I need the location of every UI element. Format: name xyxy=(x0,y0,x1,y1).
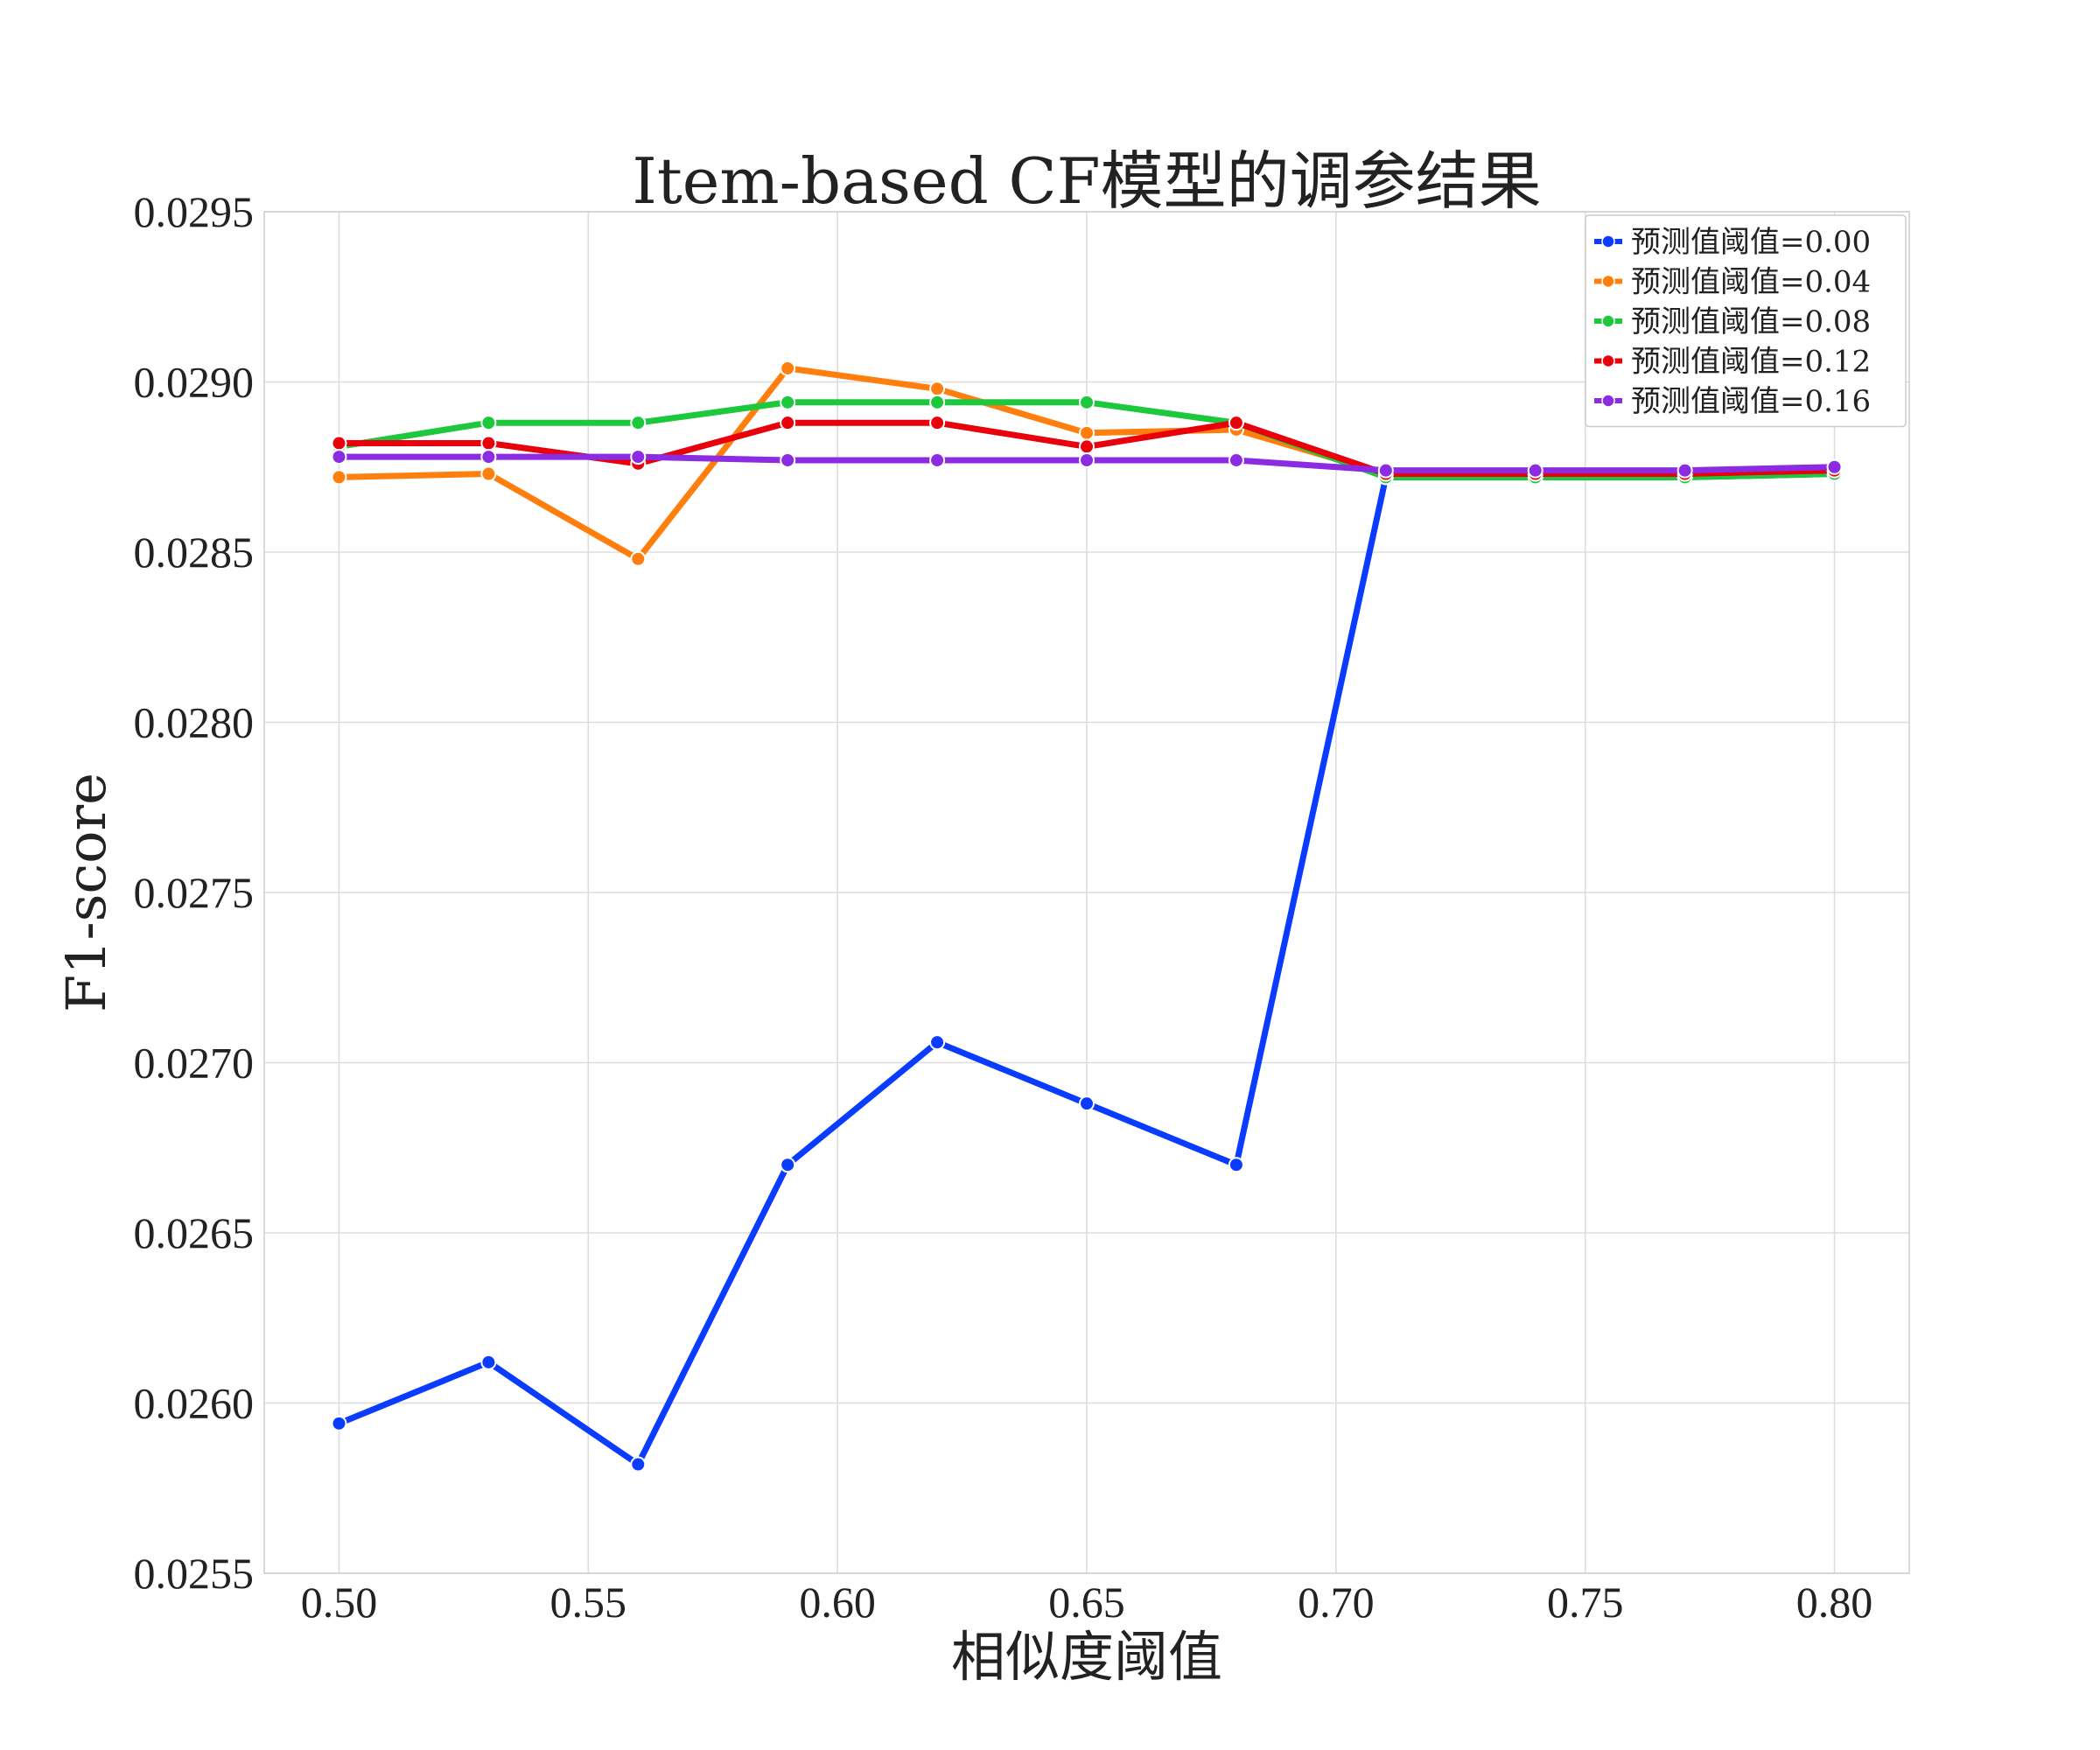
legend-box xyxy=(1585,214,1907,428)
data-point xyxy=(630,550,647,567)
y-tick-label: 0.0285 xyxy=(134,528,255,577)
legend-label: 预测值阈值=0.00 xyxy=(1631,225,1871,260)
data-point xyxy=(480,466,497,482)
data-point xyxy=(780,415,796,431)
y-tick-label: 0.0265 xyxy=(134,1208,255,1257)
data-point xyxy=(1228,452,1244,468)
data-point xyxy=(780,452,796,468)
data-point xyxy=(1079,394,1095,410)
x-tick-label: 0.70 xyxy=(1298,1578,1375,1627)
legend-swatch-marker xyxy=(1601,234,1615,248)
data-point xyxy=(1228,415,1244,431)
data-point xyxy=(929,452,946,468)
data-point xyxy=(780,360,796,376)
data-point xyxy=(630,415,647,431)
chart-title: Item-based CF模型的调参结果 xyxy=(632,144,1541,218)
data-point xyxy=(1079,424,1095,441)
legend-swatch-marker xyxy=(1601,314,1615,328)
legend-swatch-marker xyxy=(1601,394,1615,408)
legend-item: 预测值阈值=0.08 xyxy=(1594,304,1871,340)
series-4 xyxy=(331,449,1843,479)
data-point xyxy=(1228,1157,1244,1173)
data-point xyxy=(480,415,497,431)
legend-label: 预测值阈值=0.08 xyxy=(1631,304,1871,340)
legend-item: 预测值阈值=0.04 xyxy=(1594,265,1871,300)
grid-layer xyxy=(264,211,1909,1574)
y-axis-label: F1-score xyxy=(54,773,118,1012)
y-tick-label: 0.0295 xyxy=(134,187,255,236)
legend-swatch-marker xyxy=(1601,274,1615,289)
y-tick-label: 0.0270 xyxy=(134,1039,255,1088)
y-tick-label: 0.0280 xyxy=(134,698,255,747)
data-point xyxy=(1079,1096,1095,1112)
data-point xyxy=(780,1157,796,1173)
x-tick-label: 0.55 xyxy=(550,1578,627,1627)
data-point xyxy=(1377,462,1394,479)
tick-layer: 0.50 0.55 0.60 0.65 0.70 0.75 0.80 0.0255 0.0260… xyxy=(134,187,1873,1627)
series-layer xyxy=(331,360,1843,1473)
y-tick-label: 0.0290 xyxy=(134,358,255,407)
data-point xyxy=(630,449,647,466)
data-point xyxy=(480,435,497,452)
data-point xyxy=(480,1354,497,1370)
data-point xyxy=(1079,452,1095,468)
data-point xyxy=(630,1456,647,1473)
legend-label: 预测值阈值=0.12 xyxy=(1631,345,1871,380)
plot-frame xyxy=(263,211,1910,1574)
x-tick-label: 0.75 xyxy=(1547,1578,1624,1627)
data-point xyxy=(780,394,796,410)
y-tick-label: 0.0275 xyxy=(134,868,255,917)
data-point xyxy=(480,449,497,466)
x-tick-label: 0.50 xyxy=(301,1578,378,1627)
legend-item: 预测值阈值=0.00 xyxy=(1594,225,1871,260)
data-point xyxy=(929,394,946,410)
data-point xyxy=(331,449,347,466)
legend-item: 预测值阈值=0.16 xyxy=(1594,384,1871,419)
data-point xyxy=(331,1415,347,1432)
legend-label: 预测值阈值=0.16 xyxy=(1631,384,1871,419)
x-tick-label: 0.60 xyxy=(799,1578,876,1627)
y-tick-label: 0.0255 xyxy=(134,1549,255,1598)
x-tick-label: 0.80 xyxy=(1796,1578,1873,1627)
data-point xyxy=(1079,438,1095,455)
data-point xyxy=(1676,462,1693,479)
data-point xyxy=(929,415,946,431)
data-point xyxy=(929,381,946,397)
legend-label: 预测值阈值=0.04 xyxy=(1631,265,1871,300)
x-tick-label: 0.65 xyxy=(1048,1578,1125,1627)
data-point xyxy=(331,435,347,452)
legend-item: 预测值阈值=0.12 xyxy=(1594,345,1871,380)
data-point xyxy=(929,1034,946,1051)
x-axis-label: 相似度阈值 xyxy=(951,1625,1222,1689)
legend: 预测值阈值=0.00 预测值阈值=0.04 预测值阈值=0.08 预测值阈值=0.12… xyxy=(1585,214,1907,428)
legend-swatch-marker xyxy=(1601,354,1615,368)
data-point xyxy=(1826,458,1843,475)
data-point xyxy=(331,469,347,486)
y-tick-label: 0.0260 xyxy=(134,1379,255,1428)
data-point xyxy=(1527,462,1544,479)
